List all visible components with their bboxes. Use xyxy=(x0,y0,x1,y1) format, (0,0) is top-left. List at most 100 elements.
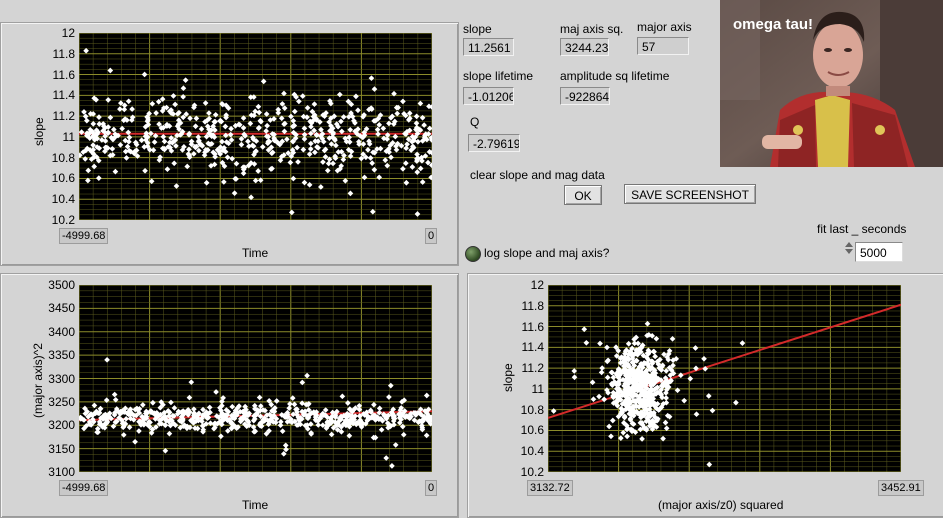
ok-button[interactable]: OK xyxy=(564,185,602,205)
data-point xyxy=(285,150,292,156)
data-point xyxy=(376,174,383,181)
data-point xyxy=(323,110,329,116)
data-point xyxy=(218,433,224,440)
data-point xyxy=(338,118,344,125)
y-tick-label: 10.2 xyxy=(520,465,544,479)
data-point xyxy=(318,184,324,190)
slope-vs-major-axis-plot[interactable] xyxy=(548,285,901,472)
data-point xyxy=(245,162,252,169)
data-point xyxy=(268,401,275,408)
y-tick-label: 10.8 xyxy=(520,402,544,417)
data-point xyxy=(341,412,347,419)
amp-sq-lifetime-label: amplitude sq lifetime xyxy=(560,69,670,83)
data-point xyxy=(348,101,355,108)
data-point xyxy=(278,115,285,122)
log-toggle-led[interactable] xyxy=(465,246,481,262)
data-point xyxy=(422,131,429,137)
data-point xyxy=(218,118,225,125)
data-point xyxy=(203,409,210,416)
data-point xyxy=(225,140,232,147)
data-point xyxy=(400,165,406,172)
increment-arrow-icon[interactable] xyxy=(844,242,853,247)
data-point xyxy=(361,112,367,118)
data-point xyxy=(209,132,215,139)
data-point xyxy=(365,147,371,153)
slope-vs-time-xmin[interactable]: -4999.68 xyxy=(59,228,109,244)
data-point xyxy=(367,155,374,161)
data-point xyxy=(170,93,177,99)
data-point xyxy=(360,134,367,140)
data-point xyxy=(144,143,151,150)
data-point xyxy=(386,394,392,400)
data-point xyxy=(132,148,138,154)
data-point xyxy=(193,418,199,424)
data-point xyxy=(251,112,257,119)
slope-vs-major-axis-xmax[interactable]: 3452.91 xyxy=(878,480,924,496)
fit-seconds-spinner[interactable] xyxy=(843,240,854,262)
data-point xyxy=(228,137,235,143)
data-point xyxy=(166,430,173,437)
data-point xyxy=(157,154,163,160)
data-point xyxy=(428,174,432,181)
data-point xyxy=(318,126,324,133)
major-axis-vs-time-xmin[interactable]: -4999.68 xyxy=(59,480,109,496)
fit-seconds-input[interactable]: 5000 xyxy=(855,242,903,262)
slope-indicator: 11.2561 xyxy=(463,38,514,56)
data-point xyxy=(201,152,208,159)
major-axis-vs-time-plot[interactable] xyxy=(79,285,432,472)
data-point xyxy=(94,135,101,142)
y-tick-label: 3200 xyxy=(48,418,75,433)
slope-vs-major-axis-xmin[interactable]: 3132.72 xyxy=(527,480,573,496)
data-point xyxy=(211,421,218,427)
data-point xyxy=(658,392,665,398)
data-point xyxy=(251,428,258,435)
image-caption: omega tau! xyxy=(733,16,814,33)
data-point xyxy=(250,136,257,143)
data-point xyxy=(693,411,700,418)
data-point xyxy=(222,132,229,139)
slope-vs-time-xmax[interactable]: 0 xyxy=(425,228,438,244)
data-point xyxy=(372,417,379,423)
data-point xyxy=(415,138,421,145)
data-point xyxy=(651,402,657,409)
save-screenshot-button[interactable]: SAVE SCREENSHOT xyxy=(624,184,756,204)
data-point xyxy=(353,420,360,427)
data-point xyxy=(408,413,414,420)
data-point xyxy=(338,428,345,435)
data-point xyxy=(257,403,264,409)
data-point xyxy=(166,418,172,425)
y-tick-label: 10.4 xyxy=(520,444,544,459)
data-point xyxy=(190,150,197,157)
data-point xyxy=(308,410,315,416)
data-point xyxy=(264,412,270,418)
data-point xyxy=(152,416,159,422)
data-point xyxy=(138,421,144,428)
decrement-arrow-icon[interactable] xyxy=(844,249,853,254)
data-point xyxy=(415,409,421,416)
data-point xyxy=(259,419,266,426)
data-point xyxy=(275,109,282,116)
data-point xyxy=(212,154,218,160)
data-point xyxy=(415,419,422,425)
data-point xyxy=(608,369,615,376)
data-point xyxy=(402,130,408,137)
data-point xyxy=(604,344,610,351)
data-point xyxy=(178,419,185,425)
slope-vs-time-plot[interactable] xyxy=(79,33,432,220)
data-point xyxy=(369,208,376,215)
data-point xyxy=(581,326,588,333)
data-point xyxy=(110,423,117,430)
major-axis-vs-time-xmax[interactable]: 0 xyxy=(425,480,438,496)
data-point xyxy=(406,127,413,134)
data-point xyxy=(328,431,335,438)
data-point xyxy=(604,374,611,381)
data-point xyxy=(94,131,101,137)
data-point xyxy=(319,422,326,429)
data-point xyxy=(82,410,89,417)
data-point xyxy=(426,149,432,155)
data-point xyxy=(156,121,162,127)
data-point xyxy=(329,125,336,132)
data-point xyxy=(269,131,276,137)
fit-line xyxy=(548,303,901,419)
data-point xyxy=(186,131,192,138)
